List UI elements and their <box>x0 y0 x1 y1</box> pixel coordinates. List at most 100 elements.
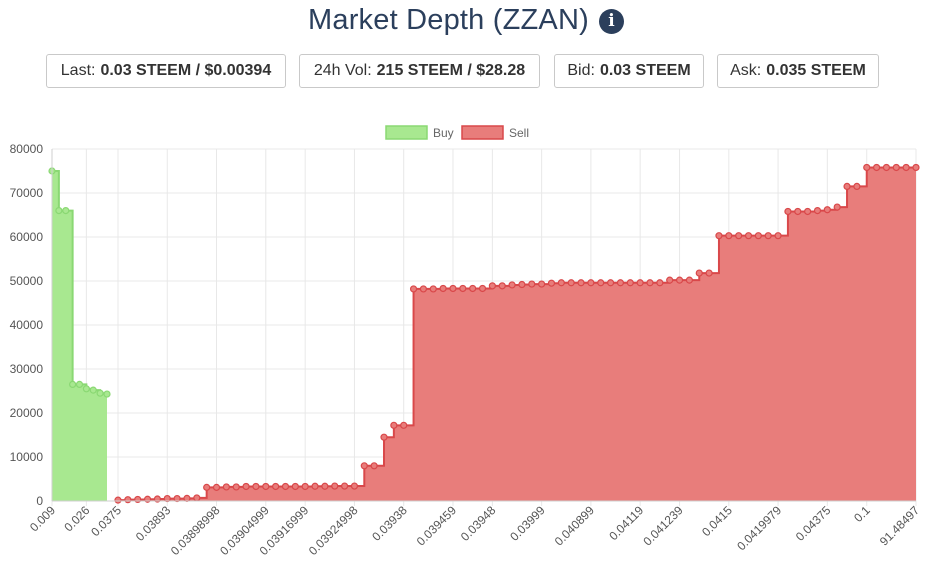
x-tick-label: 0.03938 <box>369 503 410 544</box>
sell-point <box>754 232 762 240</box>
y-tick-label: 40000 <box>10 318 44 332</box>
page-title: Market Depth (ZZAN) <box>308 3 589 36</box>
sell-point <box>725 232 733 240</box>
sell-point <box>666 276 674 284</box>
sell-point <box>764 232 772 240</box>
sell-area <box>118 167 916 502</box>
sell-point <box>498 282 506 290</box>
x-tick-label: 0.03924998 <box>306 503 361 558</box>
sell-point <box>557 279 565 287</box>
sell-point <box>892 163 900 172</box>
sell-point <box>429 285 437 293</box>
stat-ask: Ask: 0.035 STEEM <box>717 54 879 88</box>
sell-point <box>370 462 378 470</box>
sell-point <box>173 494 181 503</box>
sell-point <box>311 482 319 490</box>
buy-point <box>75 380 84 388</box>
sell-point <box>212 483 221 491</box>
info-circle-icon[interactable]: i <box>598 8 624 34</box>
sell-point <box>813 206 822 215</box>
y-tick-label: 70000 <box>10 186 44 200</box>
x-tick-label: 0.0415 <box>699 503 735 539</box>
legend-label-sell: Sell <box>509 126 529 140</box>
sell-point <box>902 163 910 172</box>
stat-ask-value: 0.035 STEEM <box>766 62 866 79</box>
x-tick-label: 0.03893 <box>133 503 174 544</box>
sell-point <box>183 494 191 502</box>
buy-point <box>62 206 70 215</box>
sell-point <box>744 232 753 240</box>
sell-point <box>291 482 299 491</box>
sell-point <box>823 206 831 214</box>
sell-point <box>390 421 398 429</box>
sell-point <box>912 163 920 172</box>
buy-point <box>55 206 63 215</box>
x-tick-label: 0.041239 <box>640 503 686 549</box>
stat-ask-label: Ask: <box>730 62 762 79</box>
sell-point <box>262 482 270 491</box>
title-row: Market Depth (ZZAN) i <box>0 0 932 40</box>
sell-point <box>538 280 546 288</box>
sell-point <box>863 163 871 172</box>
stat-volume-value: 215 STEEM / $28.28 <box>376 62 526 79</box>
x-tick-label: 0.03898998 <box>168 503 223 558</box>
sell-point <box>794 207 802 216</box>
sell-point <box>272 482 280 491</box>
sell-point <box>735 232 743 240</box>
y-tick-label: 60000 <box>10 230 44 244</box>
sell-point <box>114 496 122 504</box>
sell-point <box>597 279 605 287</box>
sell-point <box>646 279 654 287</box>
x-tick-label: 0.03999 <box>507 503 548 544</box>
sell-point <box>508 281 516 289</box>
sell-point <box>478 284 487 293</box>
chart-areas <box>52 166 916 502</box>
sell-point <box>242 482 250 491</box>
legend-swatch-sell <box>461 125 504 140</box>
sell-point <box>331 482 339 490</box>
y-tick-label: 80000 <box>10 142 44 156</box>
x-tick-label: 0.0375 <box>88 503 124 539</box>
sell-point <box>784 207 792 216</box>
sell-point <box>134 495 142 504</box>
x-tick-label: 0.0419979 <box>734 503 784 553</box>
stat-last-value: 0.03 STEEM / $0.00394 <box>100 62 272 79</box>
x-tick-label: 0.04375 <box>793 503 834 544</box>
sell-point <box>636 279 644 287</box>
sell-point <box>488 282 496 290</box>
sell-point <box>439 284 447 293</box>
market-depth-chart: Buy Sell 0 10000 20000 30000 40000 50000 60000 7… <box>10 125 922 558</box>
sell-point <box>163 494 171 503</box>
buy-point <box>89 386 97 394</box>
legend-swatch-buy <box>385 125 428 140</box>
chart-legend: Buy Sell <box>385 125 529 140</box>
buy-point <box>103 390 111 398</box>
sell-point <box>419 285 428 293</box>
x-tick-label: 0.009 <box>27 503 58 534</box>
sell-point <box>222 483 230 491</box>
sell-point <box>833 203 841 211</box>
stat-volume: 24h Vol: 215 STEEM / $28.28 <box>299 54 540 88</box>
sell-point <box>528 280 536 288</box>
sell-point <box>685 276 694 284</box>
sell-point <box>804 207 812 216</box>
sell-point <box>193 494 201 502</box>
buy-area <box>52 171 107 501</box>
sell-point <box>567 279 575 287</box>
sell-point <box>409 285 418 293</box>
buy-point <box>69 380 77 388</box>
y-tick-label: 50000 <box>10 274 44 288</box>
sell-point <box>882 163 891 172</box>
sell-point <box>350 482 359 490</box>
sell-point <box>695 269 703 277</box>
sell-point <box>252 482 260 491</box>
y-tick-label: 10000 <box>10 450 44 464</box>
sell-point <box>606 279 615 287</box>
market-stats: Last: 0.03 STEEM / $0.00394 24h Vol: 215… <box>0 54 932 90</box>
sell-point <box>853 182 861 191</box>
sell-point <box>459 284 467 293</box>
sell-point <box>301 482 309 491</box>
sell-point <box>232 483 240 491</box>
sell-point <box>203 483 211 491</box>
x-tick-label: 0.040899 <box>552 503 598 549</box>
